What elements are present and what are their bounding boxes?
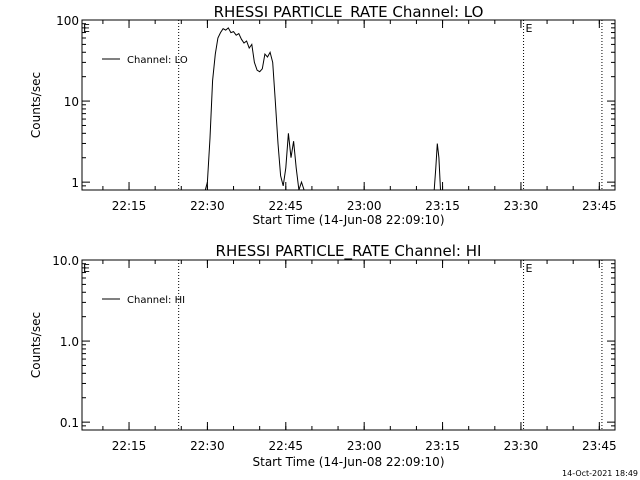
y-tick-label: 10.0 bbox=[52, 254, 79, 268]
x-tick-label: 23:30 bbox=[504, 439, 539, 453]
footer-timestamp: 14-Oct-2021 18:49 bbox=[562, 469, 638, 478]
x-tick-label: 23:30 bbox=[504, 199, 539, 213]
legend-label: Channel: LO bbox=[127, 55, 188, 66]
y-tick-label: 100 bbox=[56, 14, 79, 28]
x-tick-label: 22:15 bbox=[112, 439, 147, 453]
data-series-line bbox=[433, 143, 441, 191]
x-tick-label: 22:15 bbox=[112, 199, 147, 213]
x-tick-label: 23:15 bbox=[425, 439, 460, 453]
y-tick-label: 1.0 bbox=[60, 335, 79, 349]
chart-title: RHESSI PARTICLE_RATE Channel: HI bbox=[216, 242, 482, 261]
chart-panel-hi: RHESSI PARTICLE_RATE Channel: HI 22:15 22:… bbox=[29, 242, 617, 469]
x-tick-label: 23:15 bbox=[425, 199, 460, 213]
x-tick-label: 22:30 bbox=[190, 439, 225, 453]
x-tick-label: 23:00 bbox=[347, 199, 382, 213]
y-tick-label: 10 bbox=[64, 95, 79, 109]
chart-panel-lo: RHESSI PARTICLE_RATE Channel: LO 22:15 22:… bbox=[29, 3, 617, 227]
x-tick-label: 23:45 bbox=[582, 439, 617, 453]
data-series-line bbox=[204, 27, 310, 191]
x-tick-label: 22:30 bbox=[190, 199, 225, 213]
x-tick-label: 23:45 bbox=[582, 199, 617, 213]
edge-flag-label: E bbox=[83, 22, 90, 35]
event-line-label: E bbox=[526, 262, 533, 275]
x-tick-label: 23:00 bbox=[347, 439, 382, 453]
y-tick-label: 1 bbox=[71, 176, 79, 190]
legend-label: Channel: HI bbox=[127, 295, 185, 306]
plot-frame bbox=[81, 19, 616, 191]
edge-flag-label: E bbox=[83, 262, 90, 275]
plot-frame bbox=[81, 259, 616, 431]
y-tick-label: 0.1 bbox=[60, 416, 79, 430]
x-tick-label: 22:45 bbox=[268, 199, 303, 213]
chart-title: RHESSI PARTICLE_RATE Channel: LO bbox=[214, 3, 484, 22]
x-axis-label: Start Time (14-Jun-08 22:09:10) bbox=[253, 455, 445, 469]
event-line-label: E bbox=[526, 22, 533, 35]
y-axis-label: Counts/sec bbox=[29, 312, 43, 378]
x-axis-label: Start Time (14-Jun-08 22:09:10) bbox=[253, 213, 445, 227]
x-tick-label: 22:45 bbox=[268, 439, 303, 453]
y-axis-label: Counts/sec bbox=[29, 72, 43, 138]
